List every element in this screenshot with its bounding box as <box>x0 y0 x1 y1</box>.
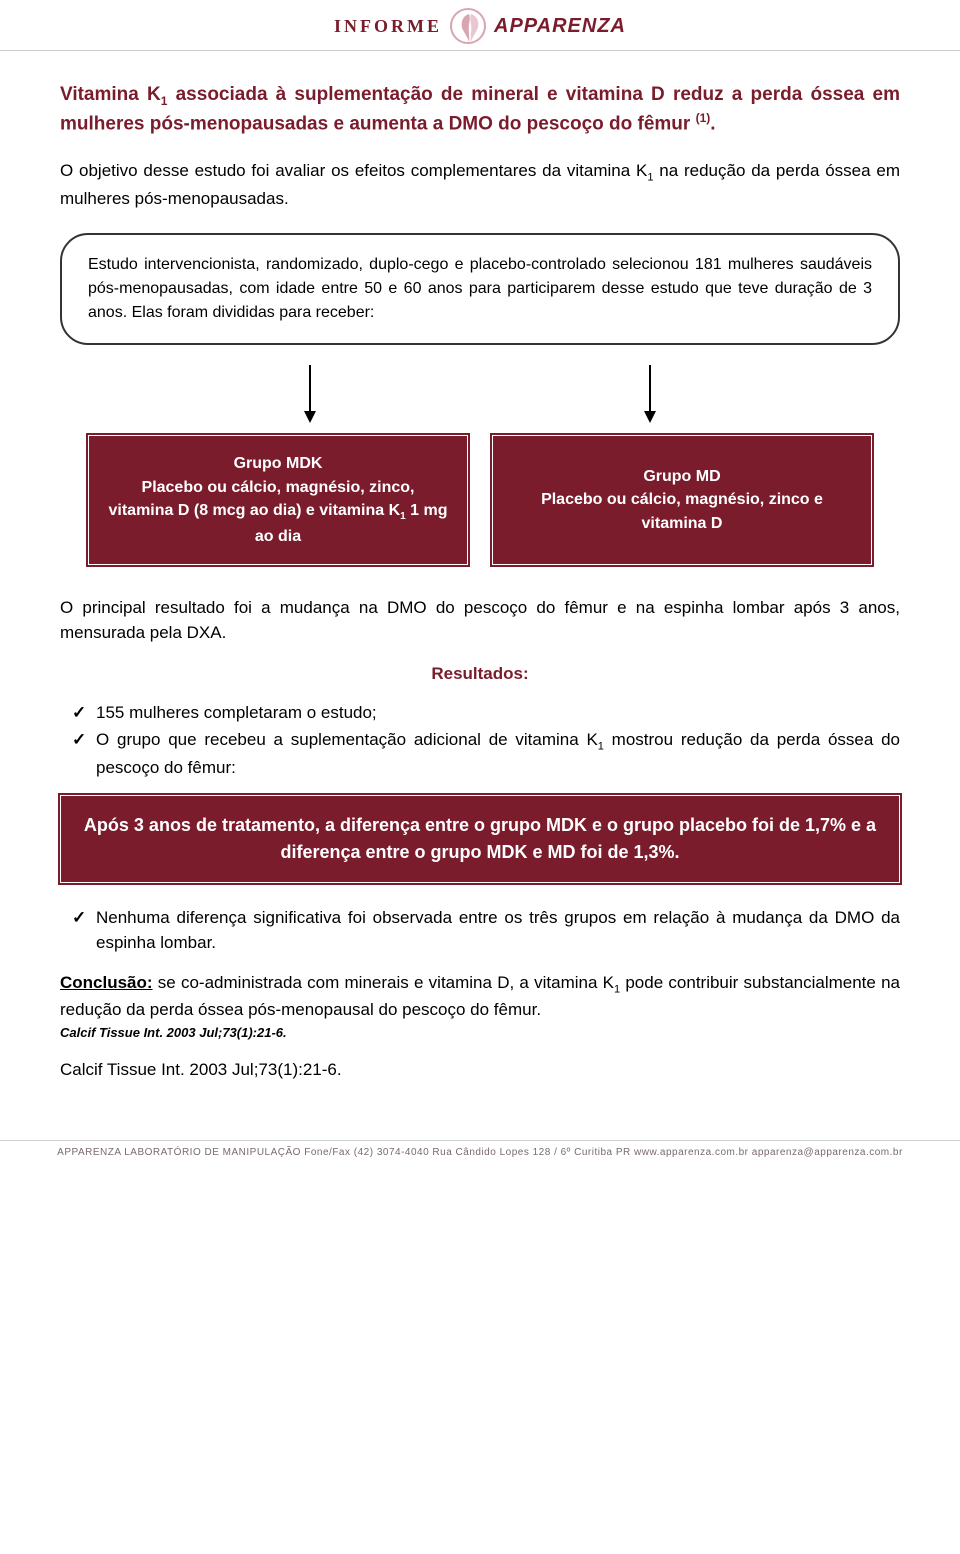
results-label: Resultados: <box>60 664 900 684</box>
citation-big: Calcif Tissue Int. 2003 Jul;73(1):21-6. <box>60 1060 900 1080</box>
group-md-desc: Placebo ou cálcio, magnésio, zinco e vit… <box>511 488 853 534</box>
title-pre: Vitamina K <box>60 84 161 105</box>
result-item-2: O grupo que recebeu a suplementação adic… <box>96 727 900 780</box>
arrow-down-icon <box>640 365 660 425</box>
title-sup: (1) <box>696 111 711 125</box>
page-content: Vitamina K1 associada à suplementação de… <box>0 81 960 1140</box>
result-item-3: Nenhuma diferença significativa foi obse… <box>96 905 900 956</box>
conclusion-paragraph: Conclusão: se co-administrada com minera… <box>60 970 900 1023</box>
document-title: Vitamina K1 associada à suplementação de… <box>60 81 900 138</box>
group-mdk-title: Grupo MDK <box>107 452 449 475</box>
results-list-bottom: Nenhuma diferença significativa foi obse… <box>60 905 900 956</box>
intro-pre: O objetivo desse estudo foi avaliar os e… <box>60 161 647 180</box>
logo-text-apparenza: APPARENZA <box>494 15 626 38</box>
group-boxes-row: Grupo MDK Placebo ou cálcio, magnésio, z… <box>60 435 900 564</box>
main-result-paragraph: O principal resultado foi a mudança na D… <box>60 595 900 646</box>
result-item-1: 155 mulheres completaram o estudo; <box>96 700 900 726</box>
group-md-title: Grupo MD <box>511 465 853 488</box>
highlight-box: Após 3 anos de tratamento, a diferença e… <box>60 795 900 883</box>
conclusion-label: Conclusão: <box>60 973 153 992</box>
group-mdk-box: Grupo MDK Placebo ou cálcio, magnésio, z… <box>88 435 468 564</box>
study-design-box: Estudo intervencionista, randomizado, du… <box>60 233 900 345</box>
conclusion-pre: se co-administrada com minerais e vitami… <box>153 973 614 992</box>
group-md-box: Grupo MD Placebo ou cálcio, magnésio, zi… <box>492 435 872 564</box>
group-mdk-pre: Placebo ou cálcio, magnésio, zinco, vita… <box>109 479 415 519</box>
arrow-row <box>60 365 900 425</box>
citation-small: Calcif Tissue Int. 2003 Jul;73(1):21-6. <box>60 1025 900 1040</box>
result-item-2-pre: O grupo que recebeu a suplementação adic… <box>96 730 598 749</box>
results-list-top: 155 mulheres completaram o estudo; O gru… <box>60 700 900 781</box>
header-bar: INFORME APPARENZA <box>0 0 960 51</box>
intro-paragraph: O objetivo desse estudo foi avaliar os e… <box>60 158 900 211</box>
logo-text-informe: INFORME <box>334 16 442 37</box>
group-mdk-desc: Placebo ou cálcio, magnésio, zinco, vita… <box>107 476 449 548</box>
title-post: . <box>710 114 715 135</box>
logo-faces-icon <box>450 8 486 44</box>
title-mid: associada à suplementação de mineral e v… <box>60 84 900 135</box>
footer-bar: APPARENZA LABORATÓRIO DE MANIPULAÇÃO Fon… <box>0 1140 960 1158</box>
arrow-down-icon <box>300 365 320 425</box>
logo: INFORME APPARENZA <box>334 8 626 44</box>
